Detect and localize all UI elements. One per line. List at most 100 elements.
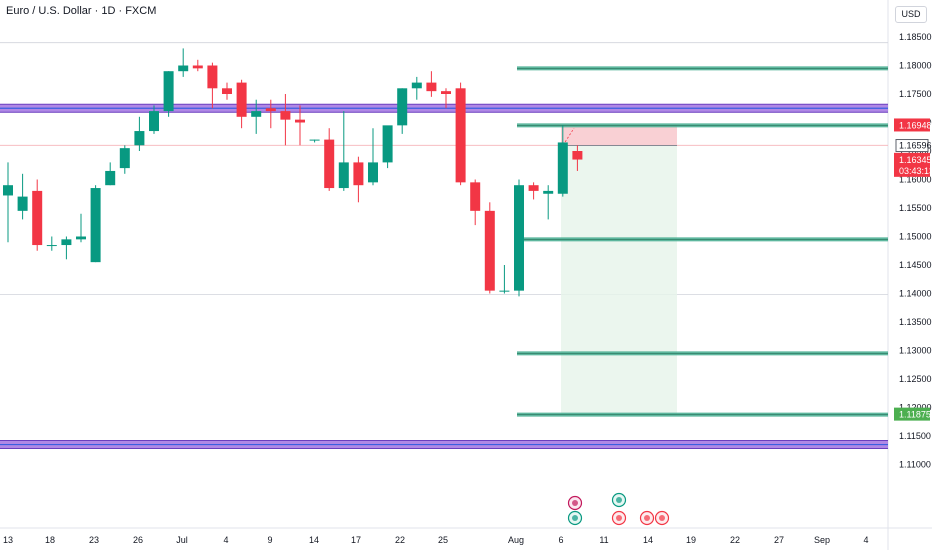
y-tick-label: 1.15500	[899, 203, 932, 213]
candle-body	[309, 139, 320, 141]
candle-body	[441, 91, 451, 94]
last-price-tag	[894, 152, 930, 177]
candle-body	[134, 131, 145, 146]
candle-body	[324, 139, 335, 189]
candle-body	[265, 108, 276, 112]
y-tick-label: 1.12500	[899, 374, 932, 384]
x-tick-label: 13	[3, 535, 13, 545]
countdown-label: 03:43:13	[899, 166, 932, 176]
event-icon-core	[616, 497, 622, 503]
currency-button[interactable]: USD	[895, 6, 927, 23]
candle-body	[178, 65, 189, 72]
target-price-label: 1.11875	[899, 410, 931, 420]
candle-body	[46, 245, 57, 247]
y-tick-label: 1.18500	[899, 32, 932, 42]
x-tick-label: 27	[774, 535, 784, 545]
candle-body	[470, 182, 481, 211]
event-icon-core	[616, 515, 622, 521]
candle-body	[251, 111, 262, 117]
y-tick-label: 1.11000	[899, 460, 931, 470]
x-tick-label: 23	[89, 535, 99, 545]
candle-body	[119, 148, 130, 169]
candle-body	[222, 88, 232, 94]
x-tick-label: 25	[438, 535, 448, 545]
candle-body	[163, 71, 174, 112]
y-tick-label: 1.15000	[899, 232, 932, 242]
y-tick-label: 1.14500	[899, 260, 932, 270]
entry-price-label: 1.16596	[899, 141, 932, 151]
candle-body	[484, 210, 495, 291]
event-markers[interactable]	[567, 492, 670, 526]
zone-lines[interactable]	[0, 66, 888, 450]
target-price-tag	[894, 407, 930, 421]
candle-body	[3, 185, 13, 196]
candle-body	[32, 190, 43, 246]
candle-body	[572, 151, 583, 160]
event-icon-core	[572, 500, 578, 506]
candle-body	[17, 196, 28, 211]
y-tick-label: 1.13000	[899, 346, 932, 356]
x-tick-label: 22	[395, 535, 405, 545]
stop-price-tag	[894, 118, 930, 132]
y-tick-label: 1.18000	[899, 61, 932, 71]
last-price-label: 1.16345	[899, 155, 932, 165]
candle-body	[76, 236, 86, 240]
candle-body	[236, 82, 247, 117]
x-tick-label: 14	[309, 535, 319, 545]
x-tick-label: 18	[45, 535, 55, 545]
candle-body	[353, 162, 364, 186]
take-profit-zone	[561, 145, 677, 415]
event-icon-core	[644, 515, 650, 521]
event-icon-core	[659, 515, 665, 521]
x-tick-label: Jul	[176, 535, 188, 545]
stop-price-label: 1.16948	[899, 120, 932, 130]
candle-body	[397, 88, 408, 126]
x-tick-label: Aug	[508, 535, 524, 545]
time-axis: 13 18 23 26 Jul 4 9 14 17 22 25 Aug 6 11 14 19 22 27 Sep 4	[3, 535, 869, 545]
candle-body	[368, 162, 378, 183]
x-tick-label: 17	[351, 535, 361, 545]
x-tick-label: 6	[558, 535, 563, 545]
y-tick-label: 1.17500	[899, 89, 932, 99]
candle-body	[207, 65, 218, 89]
y-tick-label: 1.11500	[899, 431, 931, 441]
candle-body	[338, 162, 349, 189]
x-tick-label: 4	[863, 535, 868, 545]
candle-body	[528, 185, 539, 191]
candle-body	[557, 142, 568, 194]
candlesticks	[3, 48, 583, 297]
price-axis: 1.185001.180001.175001.170001.165001.160…	[899, 32, 932, 470]
x-tick-label: 26	[133, 535, 143, 545]
symbol-title: Euro / U.S. Dollar · 1D · FXCM	[6, 5, 157, 17]
stop-loss-zone	[561, 125, 677, 146]
candle-body	[90, 188, 101, 263]
candle-body	[514, 185, 524, 291]
x-tick-label: Sep	[814, 535, 830, 545]
x-tick-label: 14	[643, 535, 653, 545]
candle-body	[295, 119, 305, 123]
candle-body	[426, 82, 437, 92]
x-tick-label: 19	[686, 535, 696, 545]
candle-body	[455, 88, 466, 183]
y-tick-label: 1.13500	[899, 317, 932, 327]
y-tick-label: 1.16000	[899, 175, 932, 185]
candle-body	[411, 82, 422, 89]
x-tick-label: 22	[730, 535, 740, 545]
y-tick-label: 1.12000	[899, 403, 932, 413]
candle-body	[280, 111, 291, 120]
x-tick-label: 11	[599, 535, 608, 545]
candle-body	[105, 170, 116, 186]
x-tick-label: 9	[267, 535, 272, 545]
candle-body	[61, 239, 72, 246]
candle-body	[543, 190, 554, 194]
position-tool[interactable]	[561, 125, 677, 415]
x-tick-label: 4	[223, 535, 228, 545]
candle-body	[499, 290, 510, 292]
candle-body	[149, 111, 159, 132]
candle-body	[382, 125, 393, 163]
event-icon-core	[572, 515, 578, 521]
y-tick-label: 1.14000	[899, 289, 932, 299]
